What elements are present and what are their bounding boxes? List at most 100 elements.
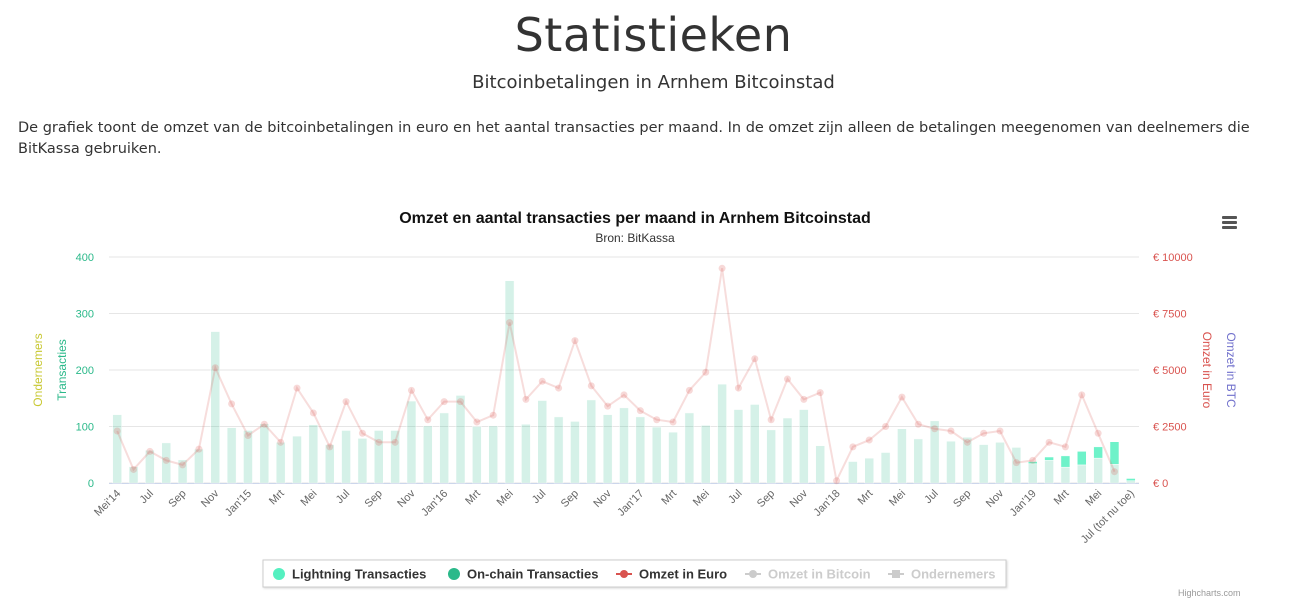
legend-label: On-chain Transacties <box>467 567 599 582</box>
bar-lightning <box>1093 446 1103 459</box>
legend[interactable]: Lightning Transacties On-chain Transactie… <box>273 567 996 582</box>
omzet-euro-point <box>342 398 350 406</box>
bar-onchain <box>259 423 270 484</box>
bar-lightning <box>1027 461 1038 465</box>
bar-onchain <box>766 429 776 484</box>
omzet-euro-point <box>685 386 693 394</box>
y-axes: 0 100 200 300 400 € 0 € 2500 € 5000 € 7500 € 1000… <box>31 252 1238 490</box>
bar-onchain <box>504 280 515 484</box>
page-subtitle: Bitcoinbetalingen in Arnhem Bitcoinstad <box>472 72 835 93</box>
bar-onchain <box>913 438 924 484</box>
y-right-tick-label: € 2500 <box>1153 422 1187 434</box>
omzet-euro-point <box>1012 459 1020 467</box>
bar-onchain <box>341 430 351 484</box>
omzet-euro-point <box>179 461 187 469</box>
y-axis-title-ondernemers: Ondernemers <box>31 333 45 406</box>
bar-onchain <box>161 442 171 484</box>
legend-item[interactable]: Lightning Transacties <box>273 567 426 582</box>
bar-lightning <box>1044 456 1054 461</box>
x-tick-label: Nov <box>591 487 614 510</box>
omzet-euro-point <box>146 447 154 455</box>
omzet-euro-point <box>898 393 906 401</box>
bar-onchain <box>995 442 1005 484</box>
x-tick-label: Mrt <box>463 488 483 508</box>
x-tick-label: Nov <box>199 487 222 510</box>
omzet-euro-point <box>849 443 857 451</box>
x-tick-label: Jul <box>530 488 548 506</box>
omzet-euro-point <box>473 418 481 426</box>
x-tick-label: Jul <box>334 488 352 506</box>
bar-onchain <box>586 399 597 484</box>
legend-symbol <box>620 570 628 578</box>
chart-menu-button[interactable] <box>1216 211 1244 235</box>
bar-onchain <box>324 444 335 484</box>
x-tick-label: Jan'18 <box>811 488 842 519</box>
bar-onchain <box>128 466 139 484</box>
legend-item[interactable]: On-chain Transacties <box>448 567 599 582</box>
bar-onchain <box>243 430 253 484</box>
omzet-euro-point <box>882 423 890 430</box>
legend-label: Omzet in Bitcoin <box>768 567 871 582</box>
omzet-euro-line <box>116 268 1116 484</box>
omzet-euro-point <box>1045 438 1053 446</box>
legend-box <box>262 559 1007 588</box>
omzet-euro-point <box>244 432 252 440</box>
bar-series <box>112 280 1136 484</box>
omzet-euro-point <box>440 398 448 406</box>
bar-lightning <box>1060 455 1071 468</box>
omzet-euro-point <box>555 384 563 392</box>
legend-item[interactable]: Omzet in Bitcoin <box>745 567 871 582</box>
legend-symbol <box>749 570 757 578</box>
y-right-tick-label: € 10000 <box>1153 252 1193 264</box>
omzet-euro-point <box>277 438 285 446</box>
bar-onchain <box>177 459 188 484</box>
legend-item[interactable]: Omzet in Euro <box>616 567 727 582</box>
bar-lightning <box>1109 441 1120 465</box>
x-tick-label: Nov <box>788 487 811 510</box>
bar-onchain <box>1093 457 1103 484</box>
bar-onchain <box>602 414 613 484</box>
omzet-euro-point <box>1029 456 1037 464</box>
menu-icon-line <box>1222 226 1237 229</box>
bar-onchain <box>668 431 678 484</box>
omzet-euro-point <box>407 386 415 394</box>
omzet-euro-point <box>375 438 383 446</box>
omzet-euro-point <box>963 438 971 446</box>
omzet-euro-point <box>1061 443 1069 451</box>
bar-onchain <box>292 435 302 484</box>
x-tick-label: Mrt <box>659 488 679 508</box>
bar-onchain <box>799 409 809 484</box>
bar-onchain <box>537 400 547 484</box>
omzet-euro-point <box>816 389 824 397</box>
legend-item[interactable]: Ondernemers <box>888 567 996 582</box>
x-tick-label: Sep <box>559 488 581 510</box>
x-tick-label: Mei <box>691 488 712 509</box>
x-tick-label: Mei <box>887 488 908 509</box>
bar-onchain <box>1077 464 1087 484</box>
x-tick-label: Jan'19 <box>1008 488 1039 519</box>
y-left-tick-label: 200 <box>76 365 94 377</box>
omzet-euro-point <box>260 420 268 428</box>
omzet-euro-point <box>522 395 530 403</box>
bar-onchain <box>619 407 629 484</box>
bar-onchain <box>962 436 973 484</box>
x-tick-label: Sep <box>951 488 973 510</box>
omzet-euro-point <box>1094 429 1102 437</box>
omzet-euro-point <box>947 427 955 435</box>
omzet-euro-point <box>996 427 1004 435</box>
x-tick-label: Mrt <box>267 488 287 508</box>
bar-onchain <box>684 412 695 484</box>
bar-onchain <box>864 457 874 484</box>
bar-onchain <box>390 430 400 484</box>
omzet-euro-point <box>718 264 726 272</box>
bar-onchain <box>651 426 662 484</box>
bar-onchain <box>897 428 907 484</box>
y-left-tick-label: 0 <box>88 478 94 490</box>
x-tick-label: Jan'15 <box>223 488 254 519</box>
bar-onchain <box>978 444 989 484</box>
credits-link[interactable]: Highcharts.com <box>1178 588 1241 598</box>
bar-onchain <box>1011 447 1022 484</box>
legend-symbol <box>892 570 900 578</box>
omzet-euro-point <box>211 364 219 372</box>
